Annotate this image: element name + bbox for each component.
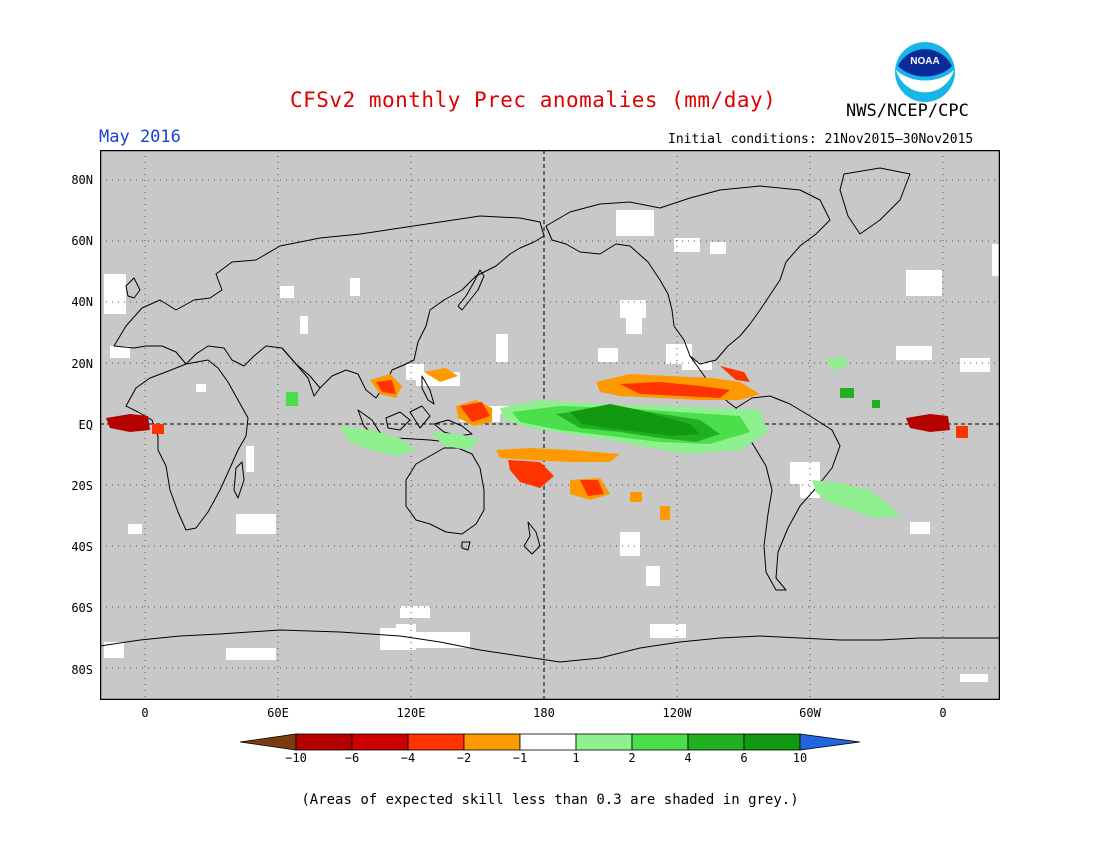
lat-label-40s: 40S [71, 540, 93, 554]
anomaly-spcz-dry-red [508, 460, 554, 488]
lon-label-180: 180 [533, 706, 555, 720]
lat-label-80n: 80N [71, 173, 93, 187]
lat-label-40n: 40N [71, 295, 93, 309]
lon-label-0-right: 0 [939, 706, 947, 720]
coastline-japan [457, 269, 485, 311]
coastline-north-america [545, 185, 831, 365]
colorbar-label-10: 10 [792, 751, 808, 765]
anomaly-shading [106, 356, 968, 520]
colorbar-label-1: 1 [572, 751, 580, 765]
map-border [100, 150, 1000, 700]
colorbar-label-neg4: −4 [400, 751, 416, 765]
lat-label-20s: 20S [71, 479, 93, 493]
colorbar-swatch-below-10 [240, 733, 297, 751]
colorbar-swatch-10-6 [295, 733, 353, 751]
logo-text: NOAA [910, 56, 939, 67]
map-gridlines [100, 150, 1000, 700]
anomaly-gulf-guinea-very-dry-right [906, 414, 950, 432]
coastline-india [281, 347, 321, 397]
colorbar-label-neg2: −2 [456, 751, 472, 765]
anomaly-atlantic-wet-1 [840, 388, 854, 398]
lat-label-60n: 60N [71, 234, 93, 248]
colorbar-label-2: 2 [628, 751, 636, 765]
anomaly-spcz-dry-tail-2 [660, 506, 670, 520]
lat-label-eq: EQ [78, 418, 93, 432]
anomaly-south-america-wet [812, 480, 900, 518]
anomaly-gulf-guinea-dry-left [152, 424, 164, 434]
anomaly-itcz-dry-red [620, 382, 730, 398]
anomaly-maritime-wet [430, 432, 480, 450]
coastline-australia [405, 447, 485, 535]
coastline-uk [125, 277, 141, 299]
lon-label-0-left: 0 [141, 706, 149, 720]
lon-label-120e: 120E [396, 706, 426, 720]
colorbar-label-6: 6 [740, 751, 748, 765]
chart-title: CFSv2 monthly Prec anomalies (mm/day) [290, 88, 777, 112]
anomaly-dark-green-core [570, 404, 700, 436]
colorbar-swatch-2-4 [631, 733, 689, 751]
initial-conditions: Initial conditions: 21Nov2015–30Nov2015 [668, 132, 974, 147]
lat-label-60s: 60S [71, 601, 93, 615]
noaa-logo-icon: NOAA [894, 41, 956, 103]
colorbar-swatch-1-1 [519, 733, 577, 751]
anomaly-gulf-guinea-dry-right [956, 426, 968, 438]
colorbar-swatch-1-2 [575, 733, 633, 751]
coastline-philippines [421, 375, 435, 405]
lon-label-120w: 120W [662, 706, 692, 720]
coastline-south-america [735, 395, 841, 591]
colorbar-swatch-above-10 [799, 733, 861, 751]
colorbar-label-neg1: −1 [512, 751, 528, 765]
lon-label-60e: 60E [267, 706, 289, 720]
coastline-tasmania [461, 541, 471, 551]
agency-label: NWS/NCEP/CPC [846, 101, 969, 121]
anomaly-map [100, 150, 1000, 700]
colorbar-label-neg10: −10 [285, 751, 307, 765]
colorbar [240, 733, 861, 751]
coastline-africa [125, 359, 249, 531]
colorbar-label-neg6: −6 [344, 751, 360, 765]
coastline-greenland [839, 167, 911, 235]
anomaly-caribbean-wet [826, 356, 848, 370]
anomaly-luzon-dry [424, 368, 458, 382]
colorbar-swatch-6-4 [351, 733, 409, 751]
lon-label-60w: 60W [799, 706, 821, 720]
colorbar-swatch-2-1 [463, 733, 521, 751]
coastline-new-zealand [523, 521, 541, 555]
colorbar-swatch-4-6 [687, 733, 745, 751]
anomaly-spcz-dry-orange [496, 448, 620, 462]
anomaly-nw-pacific-dry-red [460, 402, 490, 422]
anomaly-atlantic-wet-2 [872, 400, 880, 408]
colorbar-label-4: 4 [684, 751, 692, 765]
anomaly-spcz-dry-core [580, 480, 604, 496]
anomaly-mexico-dry [720, 366, 750, 382]
anomaly-south-china-sea-dry-core [376, 380, 396, 394]
anomaly-spcz-dry-tail-1 [630, 492, 642, 502]
anomaly-bay-bengal-wet [286, 392, 298, 406]
colorbar-swatch-6-10 [743, 733, 801, 751]
coastlines [100, 167, 1000, 663]
anomaly-gulf-guinea-very-dry-left [106, 414, 150, 432]
coastline-eurasia [113, 215, 545, 399]
coastline-madagascar [233, 461, 245, 499]
lat-label-80s: 80S [71, 663, 93, 677]
anomaly-indian-ocean-wet [340, 426, 416, 456]
skill-footnote: (Areas of expected skill less than 0.3 a… [301, 792, 799, 808]
lat-label-20n: 20N [71, 357, 93, 371]
forecast-period: May 2016 [99, 127, 181, 147]
colorbar-swatch-4-2 [407, 733, 465, 751]
coastline-antarctica [100, 629, 1000, 663]
